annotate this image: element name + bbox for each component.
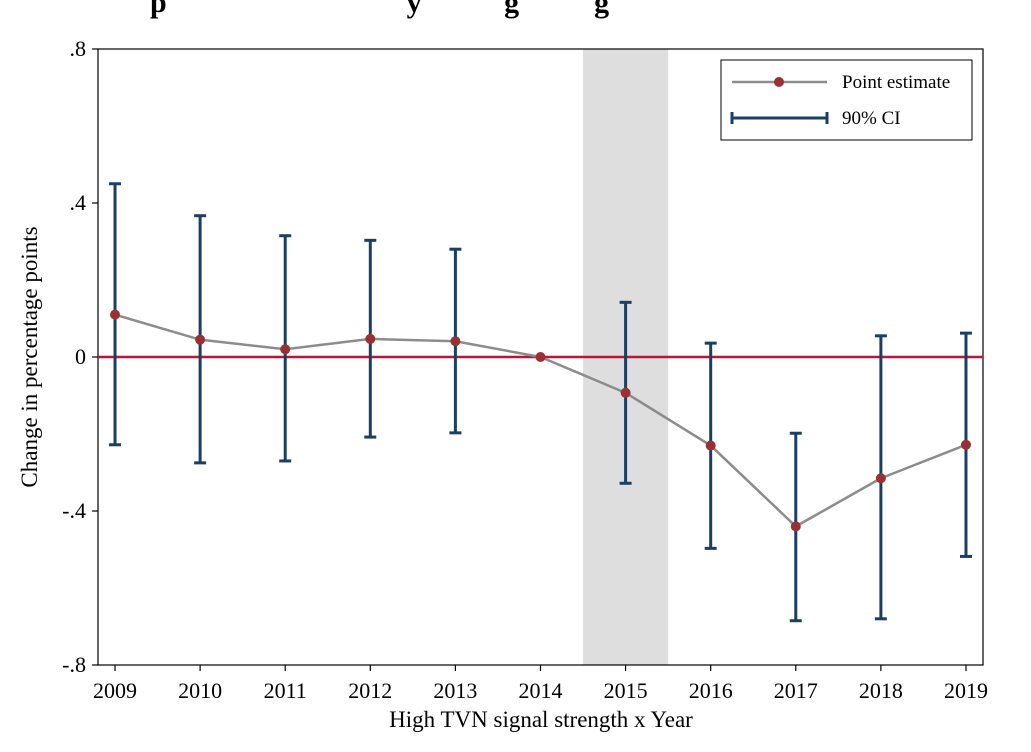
point-estimate-marker <box>875 473 886 484</box>
x-tick-label: 2015 <box>604 678 648 703</box>
x-tick-label: 2018 <box>859 678 903 703</box>
y-tick-label: .4 <box>70 190 87 215</box>
cropped-title-text: p y g g <box>150 0 609 19</box>
x-tick-label: 2019 <box>944 678 988 703</box>
legend-box <box>720 59 973 141</box>
chart-marks <box>98 182 983 623</box>
point-estimate-marker <box>450 336 461 347</box>
point-estimate-marker <box>620 387 631 398</box>
x-tick-label: 2010 <box>178 678 222 703</box>
legend-point-estimate-label: Point estimate <box>842 72 950 93</box>
legend-point-estimate-marker <box>774 77 784 87</box>
y-tick-label: 0 <box>75 344 86 369</box>
x-tick-label: 2016 <box>689 678 733 703</box>
point-estimate-marker <box>280 344 291 355</box>
legend-ci-label: 90% CI <box>842 108 901 129</box>
legend: Point estimate 90% CI <box>720 59 973 141</box>
x-tick-label: 2011 <box>264 678 307 703</box>
x-tick-label: 2017 <box>774 678 818 703</box>
point-estimate-line <box>114 313 967 528</box>
point-estimate-marker <box>195 334 206 345</box>
axes: .8 .4 0 -.4 -.8 2009 2010 2011 2012 2013 2014 2015 2… <box>62 36 988 703</box>
y-tick-label: -.8 <box>62 652 86 677</box>
x-tick-label: 2014 <box>519 678 563 703</box>
point-estimate-marker <box>110 309 121 320</box>
point-estimate-marker <box>790 521 801 532</box>
x-tick-label: 2013 <box>433 678 477 703</box>
x-axis-title: High TVN signal strength x Year <box>389 707 693 732</box>
point-estimate-marker <box>960 439 971 450</box>
y-tick-label: .8 <box>70 36 87 61</box>
point-estimate-marker <box>535 352 546 362</box>
point-estimate-marker <box>705 440 716 451</box>
point-estimate-marker <box>365 333 376 344</box>
y-axis-title: Change in percentage points <box>17 226 42 487</box>
y-tick-label: -.4 <box>62 498 86 523</box>
x-tick-label: 2009 <box>93 678 137 703</box>
x-tick-label: 2012 <box>348 678 392 703</box>
